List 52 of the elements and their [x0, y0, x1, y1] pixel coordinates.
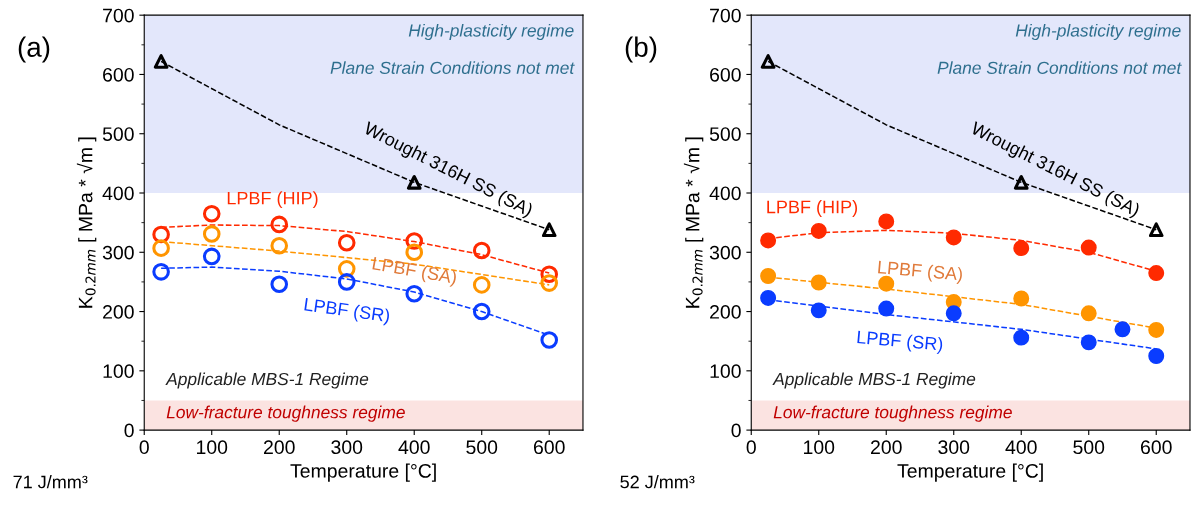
- x-axis-title: Temperature [°C]: [897, 463, 1043, 482]
- x-tick-label: 300: [938, 440, 970, 455]
- x-tick-label: 100: [197, 440, 228, 455]
- y-tick-label: 400: [709, 186, 741, 201]
- x-tick-label: 400: [398, 440, 430, 455]
- x-tick-label: 500: [1073, 440, 1105, 455]
- y-tick-label: 700: [710, 8, 741, 23]
- annotation: Plane Strain Conditions not met: [937, 61, 1182, 74]
- series-label: LPBF (SR): [857, 330, 943, 355]
- annotation: Applicable MBS-1 Regime: [165, 372, 369, 389]
- annotation: Low-fracture toughness regime: [166, 405, 405, 422]
- series-label: LPBF (SA): [877, 260, 963, 285]
- y-tick-label: 0: [731, 423, 741, 438]
- x-tick-label: 600: [533, 440, 565, 455]
- annotation: Plane Strain Conditions not met: [330, 61, 575, 74]
- y-tick-label: 200: [103, 305, 134, 319]
- x-tick-label: 400: [1005, 440, 1037, 455]
- text: 71 J/mm³: [13, 475, 88, 489]
- y-tick-label: 600: [710, 67, 741, 82]
- x-tick-label: 0: [746, 440, 756, 455]
- text: LPBF (SR): [303, 297, 391, 326]
- y-tick-label: 200: [710, 305, 741, 319]
- x-tick-label: 500: [466, 440, 498, 455]
- series-label: LPBF (HIP): [227, 191, 318, 209]
- x-tick-label: 600: [1141, 440, 1172, 455]
- text: 52 J/mm³: [620, 475, 695, 489]
- annotation: Low-fracture toughness regime: [773, 405, 1012, 422]
- text: (b): [625, 36, 657, 63]
- x-tick-label: 200: [263, 440, 295, 455]
- text: (a): [18, 36, 50, 63]
- y-tick-label: 500: [102, 127, 134, 141]
- series-label: LPBF (HIP): [767, 200, 858, 217]
- y-tick-label: 400: [102, 186, 134, 201]
- x-tick-label: 100: [804, 440, 835, 455]
- x-axis-title: Temperature [°C]: [290, 463, 436, 482]
- y-tick-label: 100: [710, 364, 741, 379]
- annotation: High-plasticity regime: [408, 23, 574, 41]
- annotation: High-plasticity regime: [1015, 23, 1181, 41]
- x-tick-label: 0: [139, 440, 149, 455]
- text: LPBF (SA): [371, 256, 458, 288]
- y-tick-label: 300: [102, 245, 134, 260]
- y-tick-label: 700: [103, 8, 134, 23]
- y-axis-title: K$_{0.2mm}$ [ MPa * √m ]: [683, 137, 704, 308]
- y-tick-label: 300: [709, 245, 741, 260]
- y-tick-label: 100: [103, 364, 134, 379]
- x-tick-label: 200: [871, 440, 902, 455]
- x-tick-label: 300: [331, 440, 363, 455]
- y-axis-title: K$_{0.2mm}$ [ MPa * √m ]: [76, 137, 97, 308]
- y-tick-label: 500: [709, 127, 741, 141]
- y-tick-label: 0: [124, 423, 134, 438]
- y-tick-label: 600: [103, 67, 134, 82]
- annotation: Applicable MBS-1 Regime: [772, 372, 976, 389]
